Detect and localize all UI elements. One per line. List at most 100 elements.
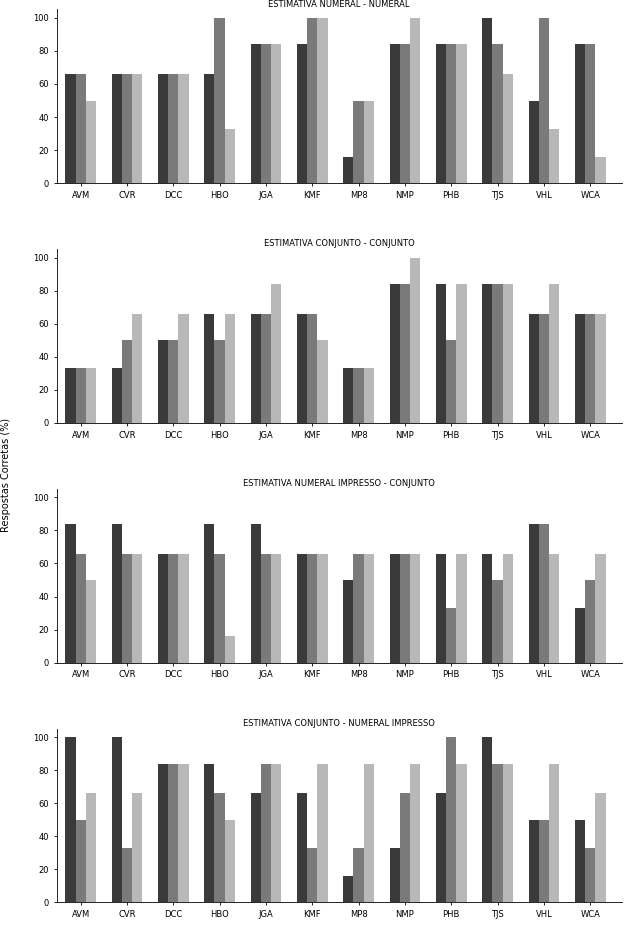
Bar	[75, 820, 85, 902]
Bar	[492, 284, 502, 423]
Bar	[178, 314, 188, 423]
Bar	[595, 314, 605, 423]
Bar	[585, 580, 595, 663]
Bar	[344, 157, 354, 183]
Bar	[251, 45, 261, 183]
Bar	[75, 554, 85, 663]
Bar	[251, 314, 261, 423]
Bar	[271, 284, 281, 423]
Bar	[132, 314, 142, 423]
Bar	[168, 340, 178, 423]
Bar	[457, 764, 467, 902]
Bar	[354, 848, 364, 902]
Bar	[549, 554, 559, 663]
Bar	[122, 554, 132, 663]
Bar	[112, 369, 122, 423]
Bar	[436, 284, 446, 423]
Bar	[112, 74, 122, 183]
Bar	[297, 45, 307, 183]
Bar	[261, 554, 271, 663]
Bar	[261, 45, 271, 183]
Bar	[502, 764, 513, 902]
Bar	[251, 523, 261, 663]
Bar	[65, 369, 75, 423]
Bar	[307, 314, 317, 423]
Bar	[539, 820, 549, 902]
Bar	[364, 554, 374, 663]
Bar	[595, 554, 605, 663]
Bar	[492, 764, 502, 902]
Bar	[410, 764, 420, 902]
Title: ESTIMATIVA CONJUNTO - NUMERAL IMPRESSO: ESTIMATIVA CONJUNTO - NUMERAL IMPRESSO	[243, 719, 435, 728]
Title: ESTIMATIVA CONJUNTO - CONJUNTO: ESTIMATIVA CONJUNTO - CONJUNTO	[264, 239, 414, 249]
Bar	[112, 523, 122, 663]
Bar	[75, 74, 85, 183]
Bar	[446, 45, 457, 183]
Bar	[400, 45, 410, 183]
Bar	[344, 876, 354, 902]
Bar	[204, 523, 215, 663]
Bar	[446, 340, 457, 423]
Bar	[271, 764, 281, 902]
Bar	[317, 554, 328, 663]
Bar	[85, 793, 96, 902]
Bar	[482, 737, 492, 902]
Bar	[575, 820, 585, 902]
Bar	[549, 284, 559, 423]
Bar	[158, 554, 168, 663]
Bar	[215, 18, 225, 183]
Bar	[410, 257, 420, 423]
Bar	[502, 74, 513, 183]
Bar	[168, 764, 178, 902]
Bar	[65, 523, 75, 663]
Bar	[158, 340, 168, 423]
Bar	[65, 737, 75, 902]
Bar	[178, 74, 188, 183]
Bar	[446, 608, 457, 663]
Bar	[271, 554, 281, 663]
Bar	[457, 284, 467, 423]
Bar	[482, 554, 492, 663]
Bar	[482, 284, 492, 423]
Title: ESTIMATIVA NUMERAL IMPRESSO - CONJUNTO: ESTIMATIVA NUMERAL IMPRESSO - CONJUNTO	[243, 479, 435, 488]
Bar	[271, 45, 281, 183]
Bar	[297, 314, 307, 423]
Bar	[225, 820, 235, 902]
Bar	[436, 793, 446, 902]
Bar	[307, 848, 317, 902]
Bar	[400, 284, 410, 423]
Bar	[529, 101, 539, 183]
Bar	[354, 101, 364, 183]
Bar	[215, 340, 225, 423]
Bar	[65, 74, 75, 183]
Bar	[132, 793, 142, 902]
Bar	[168, 74, 178, 183]
Bar	[215, 554, 225, 663]
Bar	[400, 793, 410, 902]
Bar	[400, 554, 410, 663]
Bar	[132, 74, 142, 183]
Bar	[585, 45, 595, 183]
Bar	[502, 284, 513, 423]
Bar	[261, 314, 271, 423]
Bar	[389, 284, 400, 423]
Bar	[168, 554, 178, 663]
Bar	[112, 737, 122, 902]
Bar	[317, 340, 328, 423]
Bar	[354, 554, 364, 663]
Bar	[344, 369, 354, 423]
Bar	[204, 314, 215, 423]
Bar	[344, 580, 354, 663]
Bar	[85, 369, 96, 423]
Bar	[529, 820, 539, 902]
Bar	[529, 523, 539, 663]
Bar	[492, 45, 502, 183]
Bar	[85, 101, 96, 183]
Bar	[307, 554, 317, 663]
Bar	[204, 74, 215, 183]
Bar	[492, 580, 502, 663]
Bar	[122, 848, 132, 902]
Bar	[549, 128, 559, 183]
Bar	[251, 793, 261, 902]
Bar	[317, 18, 328, 183]
